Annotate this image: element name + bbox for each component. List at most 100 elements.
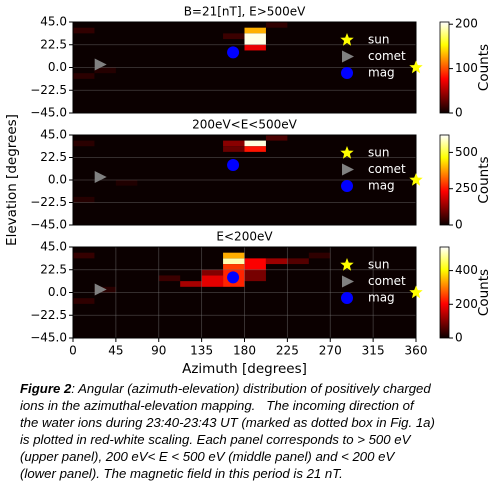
marker-triangle <box>94 171 107 183</box>
x-tick-label: 225 <box>276 344 299 358</box>
colorbar <box>439 134 450 226</box>
marker-triangle <box>94 58 107 71</box>
colorbar-tick-label: 250 <box>455 181 478 195</box>
y-tick-label: 45.0 <box>40 15 67 29</box>
x-tick-label: 360 <box>405 344 428 358</box>
x-tick-label: 315 <box>362 344 385 358</box>
heat-cell <box>244 258 266 270</box>
y-tick-label: 45.0 <box>40 128 67 142</box>
marker-star <box>409 60 423 74</box>
legend-label: comet <box>368 49 406 63</box>
y-tick-label: 0.0 <box>48 60 67 74</box>
heat-cell <box>94 67 116 74</box>
marker-triangle <box>94 283 107 296</box>
figure: 45.0 22.5 0.0 −22.5 −45.0 B=21[nT], E>500eV su… <box>4 5 492 377</box>
legend-label: mag <box>368 66 395 80</box>
heat-cell <box>265 135 288 141</box>
heat-cell <box>308 252 331 259</box>
x-tick-label: 135 <box>190 344 213 358</box>
panel-title: B=21[nT], E>500eV <box>184 5 306 19</box>
y-tick-label: −22.5 <box>30 308 67 322</box>
legend-marker <box>342 163 354 176</box>
heat-cell <box>201 275 224 287</box>
y-tick-label: −45.0 <box>30 218 67 232</box>
colorbar-tick-label: 100 <box>455 61 478 75</box>
caption-line: Figure 2: Angular (azimuth-elevation) di… <box>20 380 490 397</box>
heat-cell <box>73 298 95 304</box>
heat-cell <box>180 281 202 287</box>
caption-line: (lower panel). The magnetic field in thi… <box>20 465 490 482</box>
y-tick-label: 0.0 <box>48 173 67 187</box>
caption-text: the water ions during 23:40-23:43 UT (ma… <box>20 415 435 430</box>
y-axis-label: Elevation [degrees] <box>4 114 20 246</box>
legend-marker <box>340 258 354 271</box>
x-tick-label: 45 <box>108 344 123 358</box>
marker-star <box>409 285 423 299</box>
heat-cell <box>244 146 266 152</box>
heat-cell <box>223 264 245 270</box>
heat-cell <box>244 269 266 282</box>
legend-label: comet <box>368 162 406 176</box>
colorbar-label: Counts <box>476 44 492 91</box>
colorbar-tick-label: 400 <box>455 263 478 277</box>
heat-cell <box>73 252 95 259</box>
heat-cell <box>73 27 95 34</box>
colorbar-label: Counts <box>476 269 492 316</box>
colorbar <box>439 246 450 339</box>
caption-text: : Angular (azimuth-elevation) distributi… <box>71 381 431 396</box>
heat-cell <box>265 258 288 265</box>
legend-label: mag <box>368 179 395 193</box>
legend-marker <box>341 292 353 304</box>
marker-circle <box>227 46 240 59</box>
heat-cell <box>73 73 95 79</box>
legend-marker <box>341 180 353 192</box>
colorbar-tick-label: 0 <box>455 218 463 232</box>
x-tick-label: 180 <box>233 344 256 358</box>
caption-text: is plotted in red-white scaling. Each pa… <box>20 432 411 447</box>
colorbar-label: Counts <box>476 156 492 203</box>
caption-text: ions in the azimuthal-elevation mapping.… <box>20 398 414 413</box>
legend-label: comet <box>368 274 406 288</box>
heat-cell <box>115 180 138 186</box>
y-tick-label: −22.5 <box>30 195 67 209</box>
heat-cell <box>73 140 95 147</box>
y-tick-label: 22.5 <box>40 150 67 164</box>
panel-title: 200eV<E<500eV <box>192 118 297 132</box>
y-tick-label: 22.5 <box>40 262 67 276</box>
heat-cell <box>265 22 288 28</box>
heat-cell <box>244 44 266 51</box>
y-tick-label: 0.0 <box>48 285 67 299</box>
heat-cell <box>287 258 309 265</box>
caption-line: is plotted in red-white scaling. Each pa… <box>20 431 490 448</box>
heat-cell <box>223 140 245 147</box>
panel-title: E<200eV <box>216 230 273 244</box>
heat-cell <box>158 275 181 282</box>
x-tick-label: 90 <box>151 344 166 358</box>
y-tick-label: 22.5 <box>40 37 67 51</box>
colorbar-tick-label: 200 <box>455 297 478 311</box>
heat-cell <box>223 258 245 265</box>
marker-star <box>409 173 423 186</box>
heat-cell <box>73 196 95 203</box>
caption: Figure 2: Angular (azimuth-elevation) di… <box>20 380 490 482</box>
colorbar-tick-label: 0 <box>455 106 463 120</box>
x-axis-label: Azimuth [degrees] <box>182 361 307 376</box>
caption-text: (lower panel). The magnetic field in thi… <box>20 466 343 481</box>
marker-circle <box>227 159 240 171</box>
legend-label: sun <box>368 258 389 272</box>
y-tick-label: −45.0 <box>30 331 67 345</box>
legend-marker <box>340 146 354 159</box>
legend-marker <box>340 33 354 46</box>
caption-text: (upper panel), 200 eV< E < 500 eV (middl… <box>20 449 395 464</box>
y-tick-label: −22.5 <box>30 83 67 97</box>
colorbar-tick-label: 0 <box>455 331 463 345</box>
heat-cell <box>244 27 266 34</box>
legend-marker <box>341 67 353 79</box>
caption-line: the water ions during 23:40-23:43 UT (ma… <box>20 414 490 431</box>
caption-label: Figure 2 <box>20 381 72 396</box>
legend-label: sun <box>368 33 389 47</box>
colorbar-tick-label: 500 <box>455 145 478 159</box>
caption-line: ions in the azimuthal-elevation mapping.… <box>20 397 490 414</box>
legend-marker <box>342 50 354 63</box>
legend-label: sun <box>368 146 389 160</box>
